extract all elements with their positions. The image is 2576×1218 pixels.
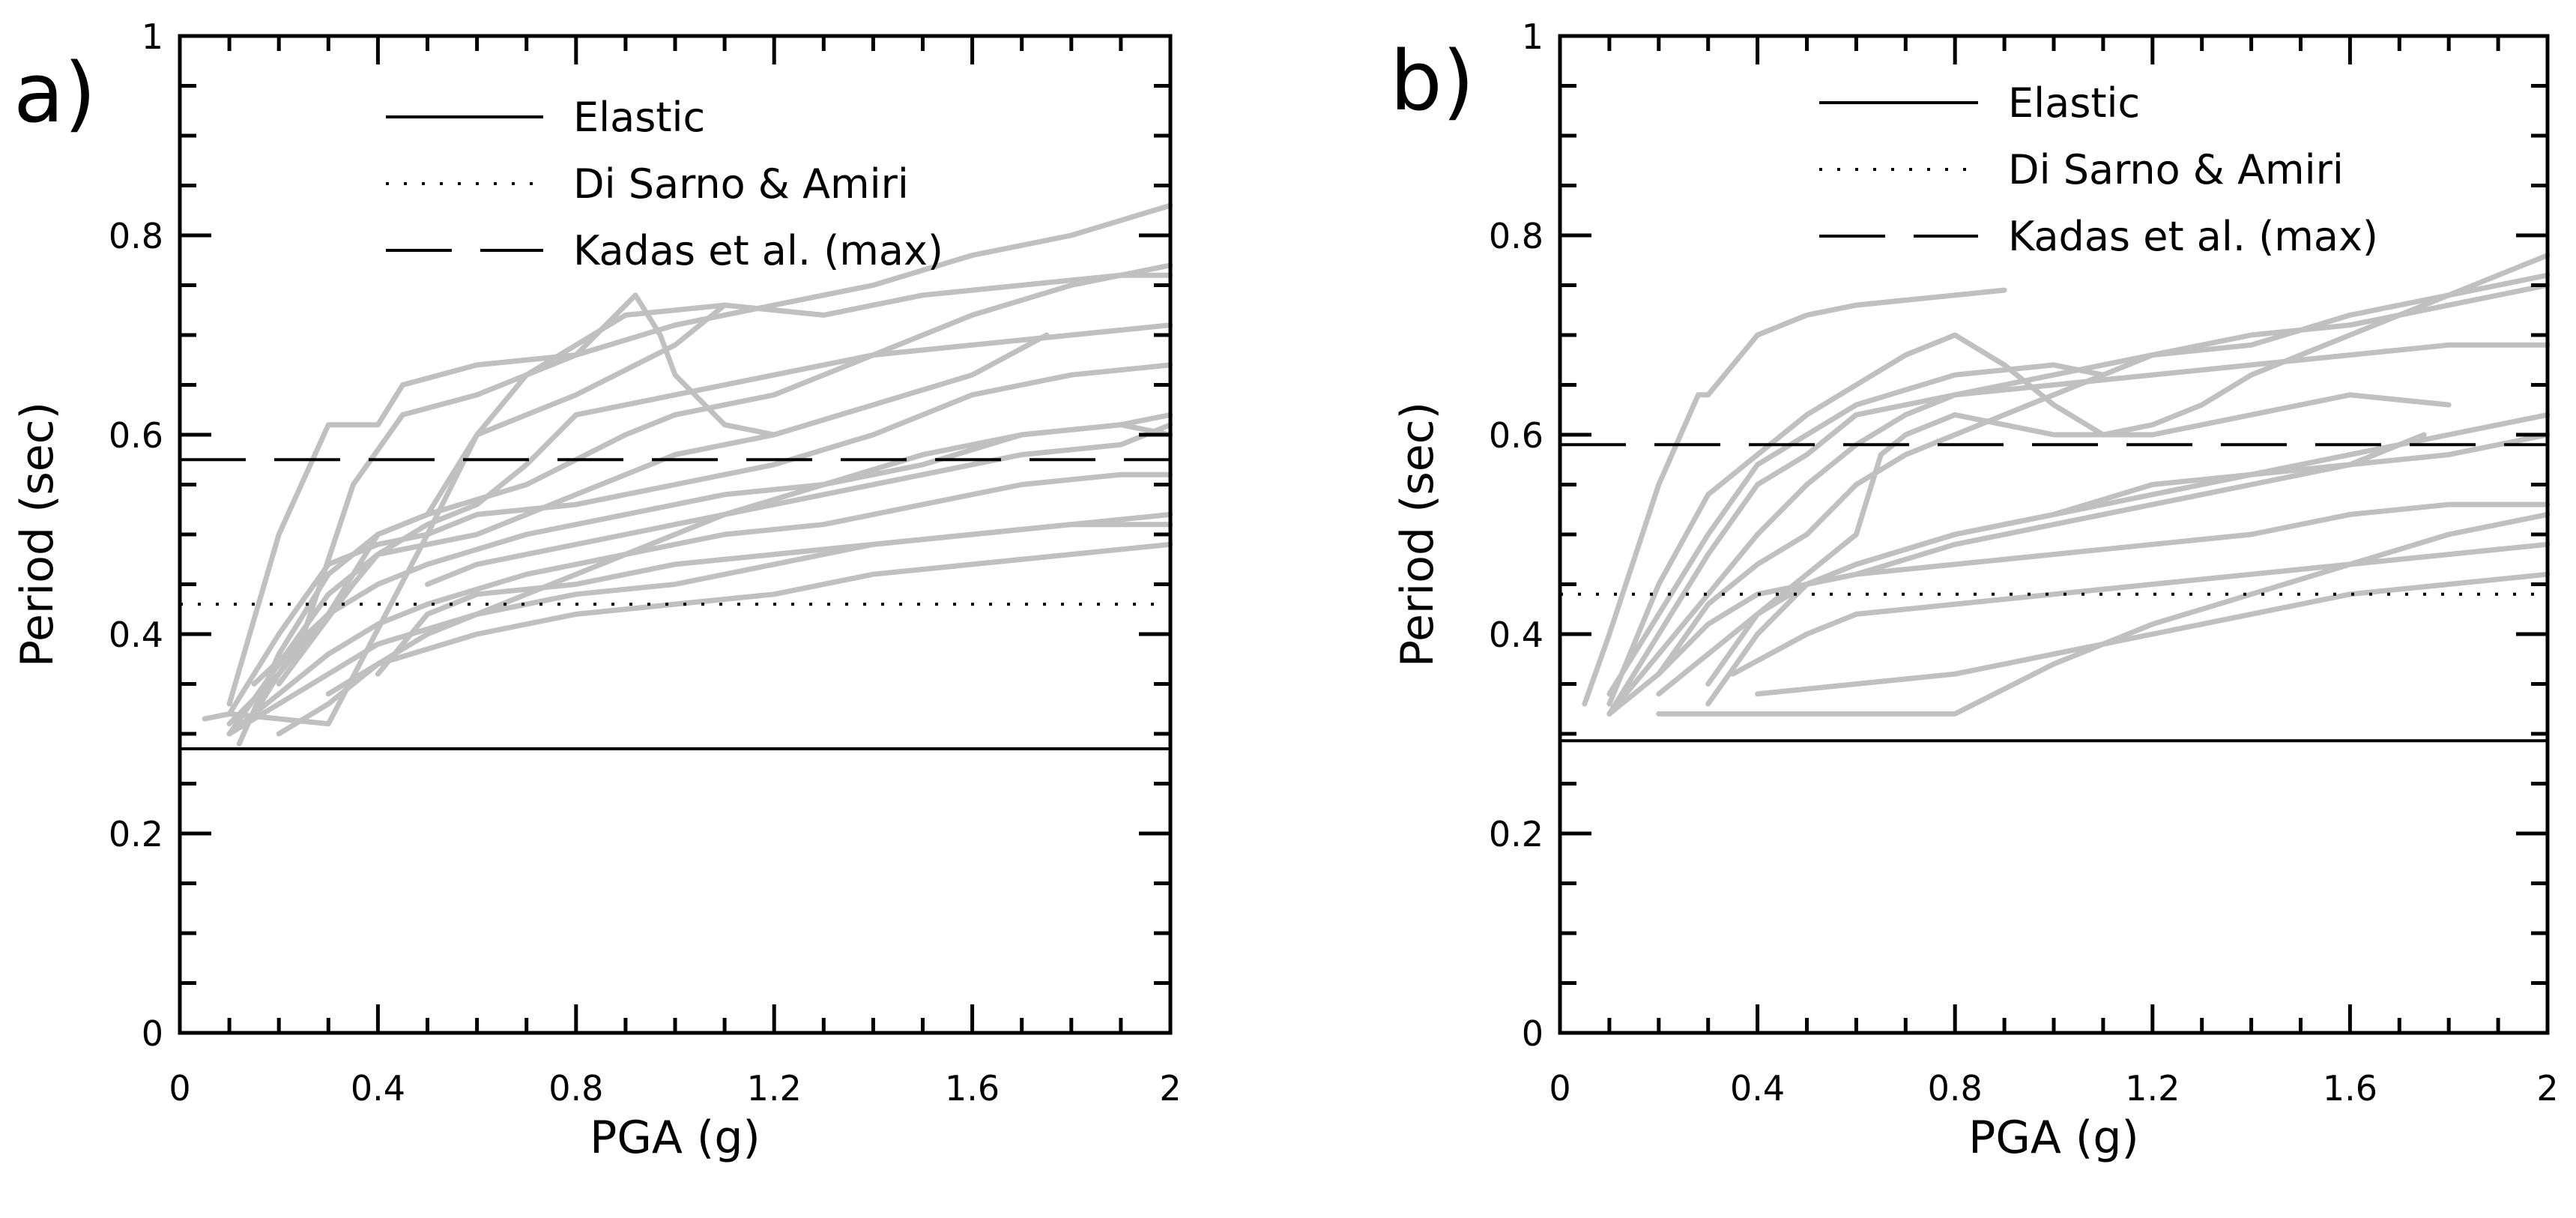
- panel-b-series-group: [1582, 253, 2551, 717]
- series-line-r9: [226, 322, 1173, 737]
- panel-b-label: b): [1390, 33, 1475, 129]
- panel-a-x-tick-label: 0: [169, 1068, 190, 1109]
- legend-di-sarno-amiri-label: Di Sarno & Amiri: [573, 160, 909, 208]
- panel-b-x-tick-label: 0.8: [1928, 1068, 1983, 1109]
- panel-b-reference-lines: [1560, 443, 2548, 743]
- panel-a-y-tick-label: 0.4: [109, 615, 163, 655]
- panel-b-x-tick-label: 1.2: [2125, 1068, 2180, 1109]
- panel-b-x-axis-title: PGA (g): [1968, 1112, 2139, 1164]
- panel-b-x-tick-label: 1.6: [2323, 1068, 2377, 1109]
- panel-a-legend: Elastic Di Sarno & Amiri Kadas et al. (m…: [386, 94, 943, 274]
- legend-kadas-label: Kadas et al. (max): [573, 227, 943, 274]
- panel-a-label: a): [13, 45, 96, 141]
- panel-b-y-tick-label: 1: [1522, 16, 1544, 57]
- series-line-s11: [1606, 342, 2551, 717]
- panel-a-x-tick-label: 0.8: [548, 1068, 603, 1109]
- panel-b-y-tick-labels: 0 0.2 0.4 0.6 0.8 1: [1489, 16, 1544, 1054]
- series-line-s8: [1730, 541, 2551, 677]
- panel-b-plot-area: [1558, 34, 2551, 1035]
- panel-b-y-tick-label: 0.6: [1489, 415, 1544, 456]
- panel-a-y-tick-label: 0.6: [109, 415, 163, 456]
- series-line-s10: [1656, 511, 2551, 717]
- legend-elastic-label: Elastic: [573, 94, 705, 141]
- panel-a-y-tick-label: 0.8: [109, 216, 163, 256]
- panel-a-x-tick-labels: 0 0.4 0.8 1.2 1.6 2: [169, 1068, 1181, 1109]
- panel-a-y-tick-labels: 0 0.2 0.4 0.6 0.8 1: [109, 16, 163, 1054]
- series-line-r13: [236, 302, 728, 747]
- series-line-s4: [1656, 272, 2551, 677]
- panel-b-x-tick-label: 0.4: [1730, 1068, 1785, 1109]
- series-line-r8: [276, 332, 1050, 687]
- series-line-r7: [251, 262, 1173, 687]
- series-line-s14: [1606, 362, 2106, 697]
- series-line-s1: [1582, 287, 2007, 707]
- panel-a-y-tick-label: 1: [142, 16, 163, 57]
- panel-b-y-tick-label: 0.8: [1489, 216, 1544, 256]
- series-line-r14: [425, 422, 1173, 587]
- panel-b-x-tick-labels: 0 0.4 0.8 1.2 1.6 2: [1549, 1068, 2558, 1109]
- panel-b-y-tick-label: 0.2: [1489, 814, 1544, 854]
- panel-a: a) 0 0.4 0.8 1.2 1.6 2 0 0.2 0.4 0.6 0.8…: [11, 16, 1182, 1164]
- panel-a-ticks: [178, 34, 1173, 1035]
- series-line-r15: [226, 272, 1173, 727]
- legend-di-sarno-amiri-label: Di Sarno & Amiri: [2008, 146, 2344, 193]
- panel-a-plot-area: [178, 34, 1173, 1035]
- panel-a-x-tick-label: 1.2: [747, 1068, 802, 1109]
- series-line-s13: [1804, 432, 2427, 587]
- series-line-s9: [1755, 571, 2551, 697]
- panel-a-series-group: [202, 202, 1173, 747]
- series-line-r1: [202, 362, 1173, 722]
- series-line-s5: [1606, 432, 2551, 717]
- series-line-r10: [276, 541, 1173, 737]
- panel-a-y-tick-label: 0: [142, 1013, 163, 1054]
- panel-a-x-tick-label: 0.4: [351, 1068, 405, 1109]
- panel-a-y-tick-label: 0.2: [109, 814, 163, 854]
- panel-a-y-axis-title: Period (sec): [11, 402, 64, 667]
- series-line-s7: [1705, 501, 2551, 707]
- panel-b-ticks: [1558, 34, 2550, 1035]
- panel-b-legend: Elastic Di Sarno & Amiri Kadas et al. (m…: [1819, 79, 2378, 260]
- panel-b-y-tick-label: 0.4: [1489, 615, 1544, 655]
- legend-elastic-label: Elastic: [2008, 79, 2140, 127]
- legend-kadas-label: Kadas et al. (max): [2008, 213, 2378, 260]
- panel-a-x-tick-label: 1.6: [945, 1068, 1000, 1109]
- panel-a-x-axis-title: PGA (g): [590, 1112, 761, 1164]
- series-line-s12: [1705, 392, 2452, 687]
- panel-a-reference-lines: [180, 458, 1170, 750]
- panel-a-x-tick-label: 2: [1159, 1068, 1181, 1109]
- panel-b-y-axis-title: Period (sec): [1391, 402, 1444, 667]
- panel-b-y-tick-label: 0: [1522, 1013, 1544, 1054]
- panel-b-x-tick-label: 0: [1549, 1068, 1570, 1109]
- panel-b: b) 0 0.4 0.8 1.2 1.6 2 0 0.2 0.4 0.6 0.8…: [1390, 16, 2559, 1164]
- panel-b-x-tick-label: 2: [2536, 1068, 2558, 1109]
